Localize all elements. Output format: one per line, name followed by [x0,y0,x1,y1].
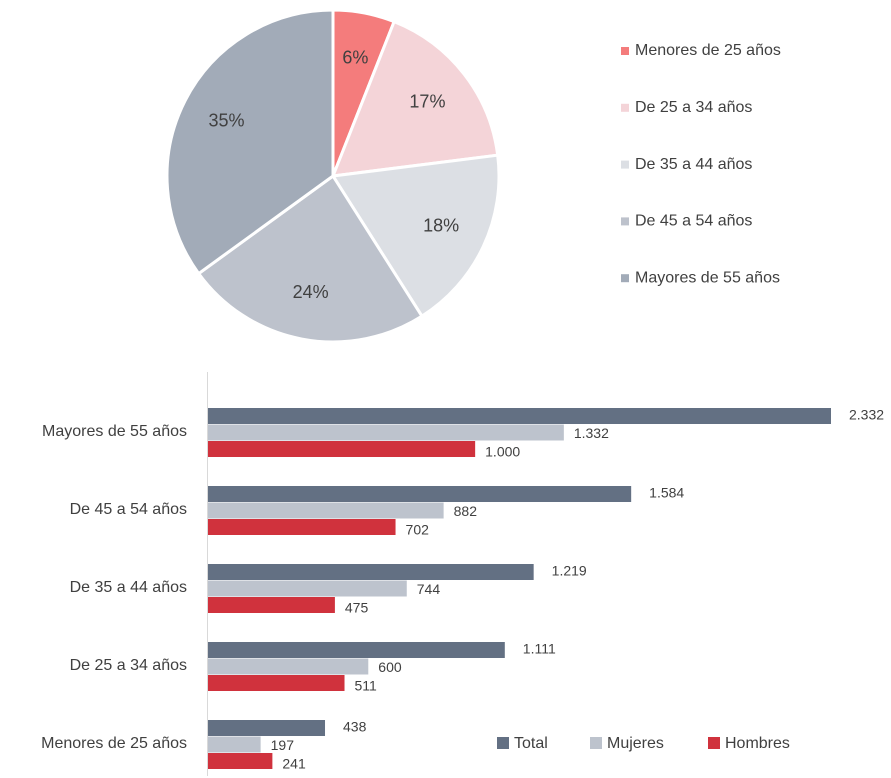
legend-swatch [621,160,629,169]
bar-label: 744 [417,581,441,597]
legend-swatch [497,737,509,749]
legend-swatch [590,737,602,749]
legend-swatch [708,737,720,749]
legend-swatch [621,217,629,226]
bar-label: 882 [454,503,478,519]
slice-label: 6% [342,47,368,67]
bar-label: 1.219 [552,563,587,579]
category-label: De 35 a 44 años [70,579,187,596]
category-label: De 25 a 34 años [70,657,187,674]
bar [208,408,831,424]
legend-label: Hombres [725,735,790,752]
legend-label: Mayores de 55 años [635,269,780,286]
slice-label: 35% [208,110,244,130]
bar [208,502,444,519]
bar [208,486,632,502]
pie-slice [165,8,335,276]
legend-label: Mujeres [607,735,664,752]
bar-label: 600 [378,659,402,675]
slice-label: 17% [409,91,445,111]
bar [208,564,534,580]
pie-slice [330,153,501,319]
legend-swatch [621,47,629,55]
bar [208,424,564,441]
pie-slice [330,19,500,178]
pie-slice [196,173,425,344]
legend-label: De 25 a 34 años [635,99,752,116]
bar-label: 702 [406,522,430,538]
legend-label: Menores de 25 años [635,42,781,59]
legend-label: Total [514,735,548,752]
legend-label: De 35 a 44 años [635,156,752,173]
bar-label: 1.584 [649,485,684,501]
bar [208,720,326,736]
bar [208,519,396,535]
legend-swatch [621,103,629,112]
category-label: Menores de 25 años [41,735,187,752]
bar [208,597,335,613]
bar-label: 241 [282,756,306,772]
bar [208,753,273,769]
bar-label: 1.000 [485,444,520,460]
bar [208,658,369,675]
slice-label: 18% [423,216,459,236]
slice-label: 24% [293,282,329,302]
bar-label: 1.332 [574,425,609,441]
legend-label: De 45 a 54 años [635,213,752,230]
bar-label: 197 [271,737,295,753]
bar-label: 511 [355,678,378,694]
bar-label: 475 [345,600,369,616]
bar [208,580,407,597]
bar-label: 438 [343,719,367,735]
bar-label: 1.111 [523,641,556,657]
bar-label: 2.332 [849,407,884,423]
bar [208,675,345,691]
category-label: Mayores de 55 años [42,423,187,440]
bar [208,441,476,457]
bar [208,642,505,658]
bar [208,736,261,753]
category-label: De 45 a 54 años [70,501,187,518]
legend-swatch [621,274,629,283]
